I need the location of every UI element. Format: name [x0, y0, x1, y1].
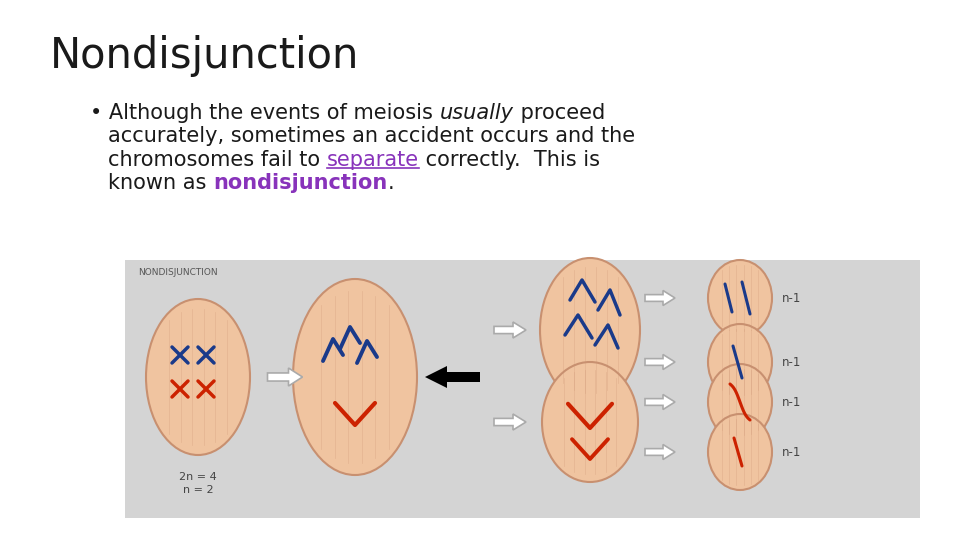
Text: usually: usually	[440, 103, 514, 123]
Ellipse shape	[708, 260, 772, 336]
FancyArrow shape	[425, 366, 480, 388]
Ellipse shape	[708, 364, 772, 440]
FancyArrow shape	[494, 414, 526, 430]
Ellipse shape	[293, 279, 417, 475]
Text: nondisjunction: nondisjunction	[213, 173, 387, 193]
Text: Nondisjunction: Nondisjunction	[50, 35, 359, 77]
Ellipse shape	[542, 362, 638, 482]
Ellipse shape	[708, 414, 772, 490]
Text: • Although the events of meiosis: • Although the events of meiosis	[90, 103, 440, 123]
Text: NONDISJUNCTION: NONDISJUNCTION	[138, 268, 218, 277]
FancyBboxPatch shape	[125, 260, 920, 518]
Text: n-1: n-1	[782, 395, 802, 408]
Ellipse shape	[708, 324, 772, 400]
Text: separate: separate	[326, 150, 419, 170]
Text: proceed: proceed	[514, 103, 605, 123]
Text: accurately, sometimes an accident occurs and the: accurately, sometimes an accident occurs…	[108, 126, 636, 146]
Text: n-1: n-1	[782, 292, 802, 305]
FancyArrow shape	[645, 395, 675, 409]
Text: n-1: n-1	[782, 355, 802, 368]
FancyArrow shape	[494, 322, 526, 338]
Text: .: .	[387, 173, 394, 193]
FancyArrow shape	[268, 368, 302, 386]
FancyArrow shape	[645, 444, 675, 460]
Text: 2n = 4: 2n = 4	[180, 472, 217, 482]
Ellipse shape	[146, 299, 250, 455]
Text: chromosomes fail to: chromosomes fail to	[108, 150, 326, 170]
FancyArrow shape	[645, 354, 675, 369]
Text: n = 2: n = 2	[182, 485, 213, 495]
Text: correctly.  This is: correctly. This is	[419, 150, 600, 170]
Ellipse shape	[540, 258, 640, 402]
Text: n-1: n-1	[782, 446, 802, 458]
FancyArrow shape	[645, 291, 675, 306]
Text: known as: known as	[108, 173, 213, 193]
